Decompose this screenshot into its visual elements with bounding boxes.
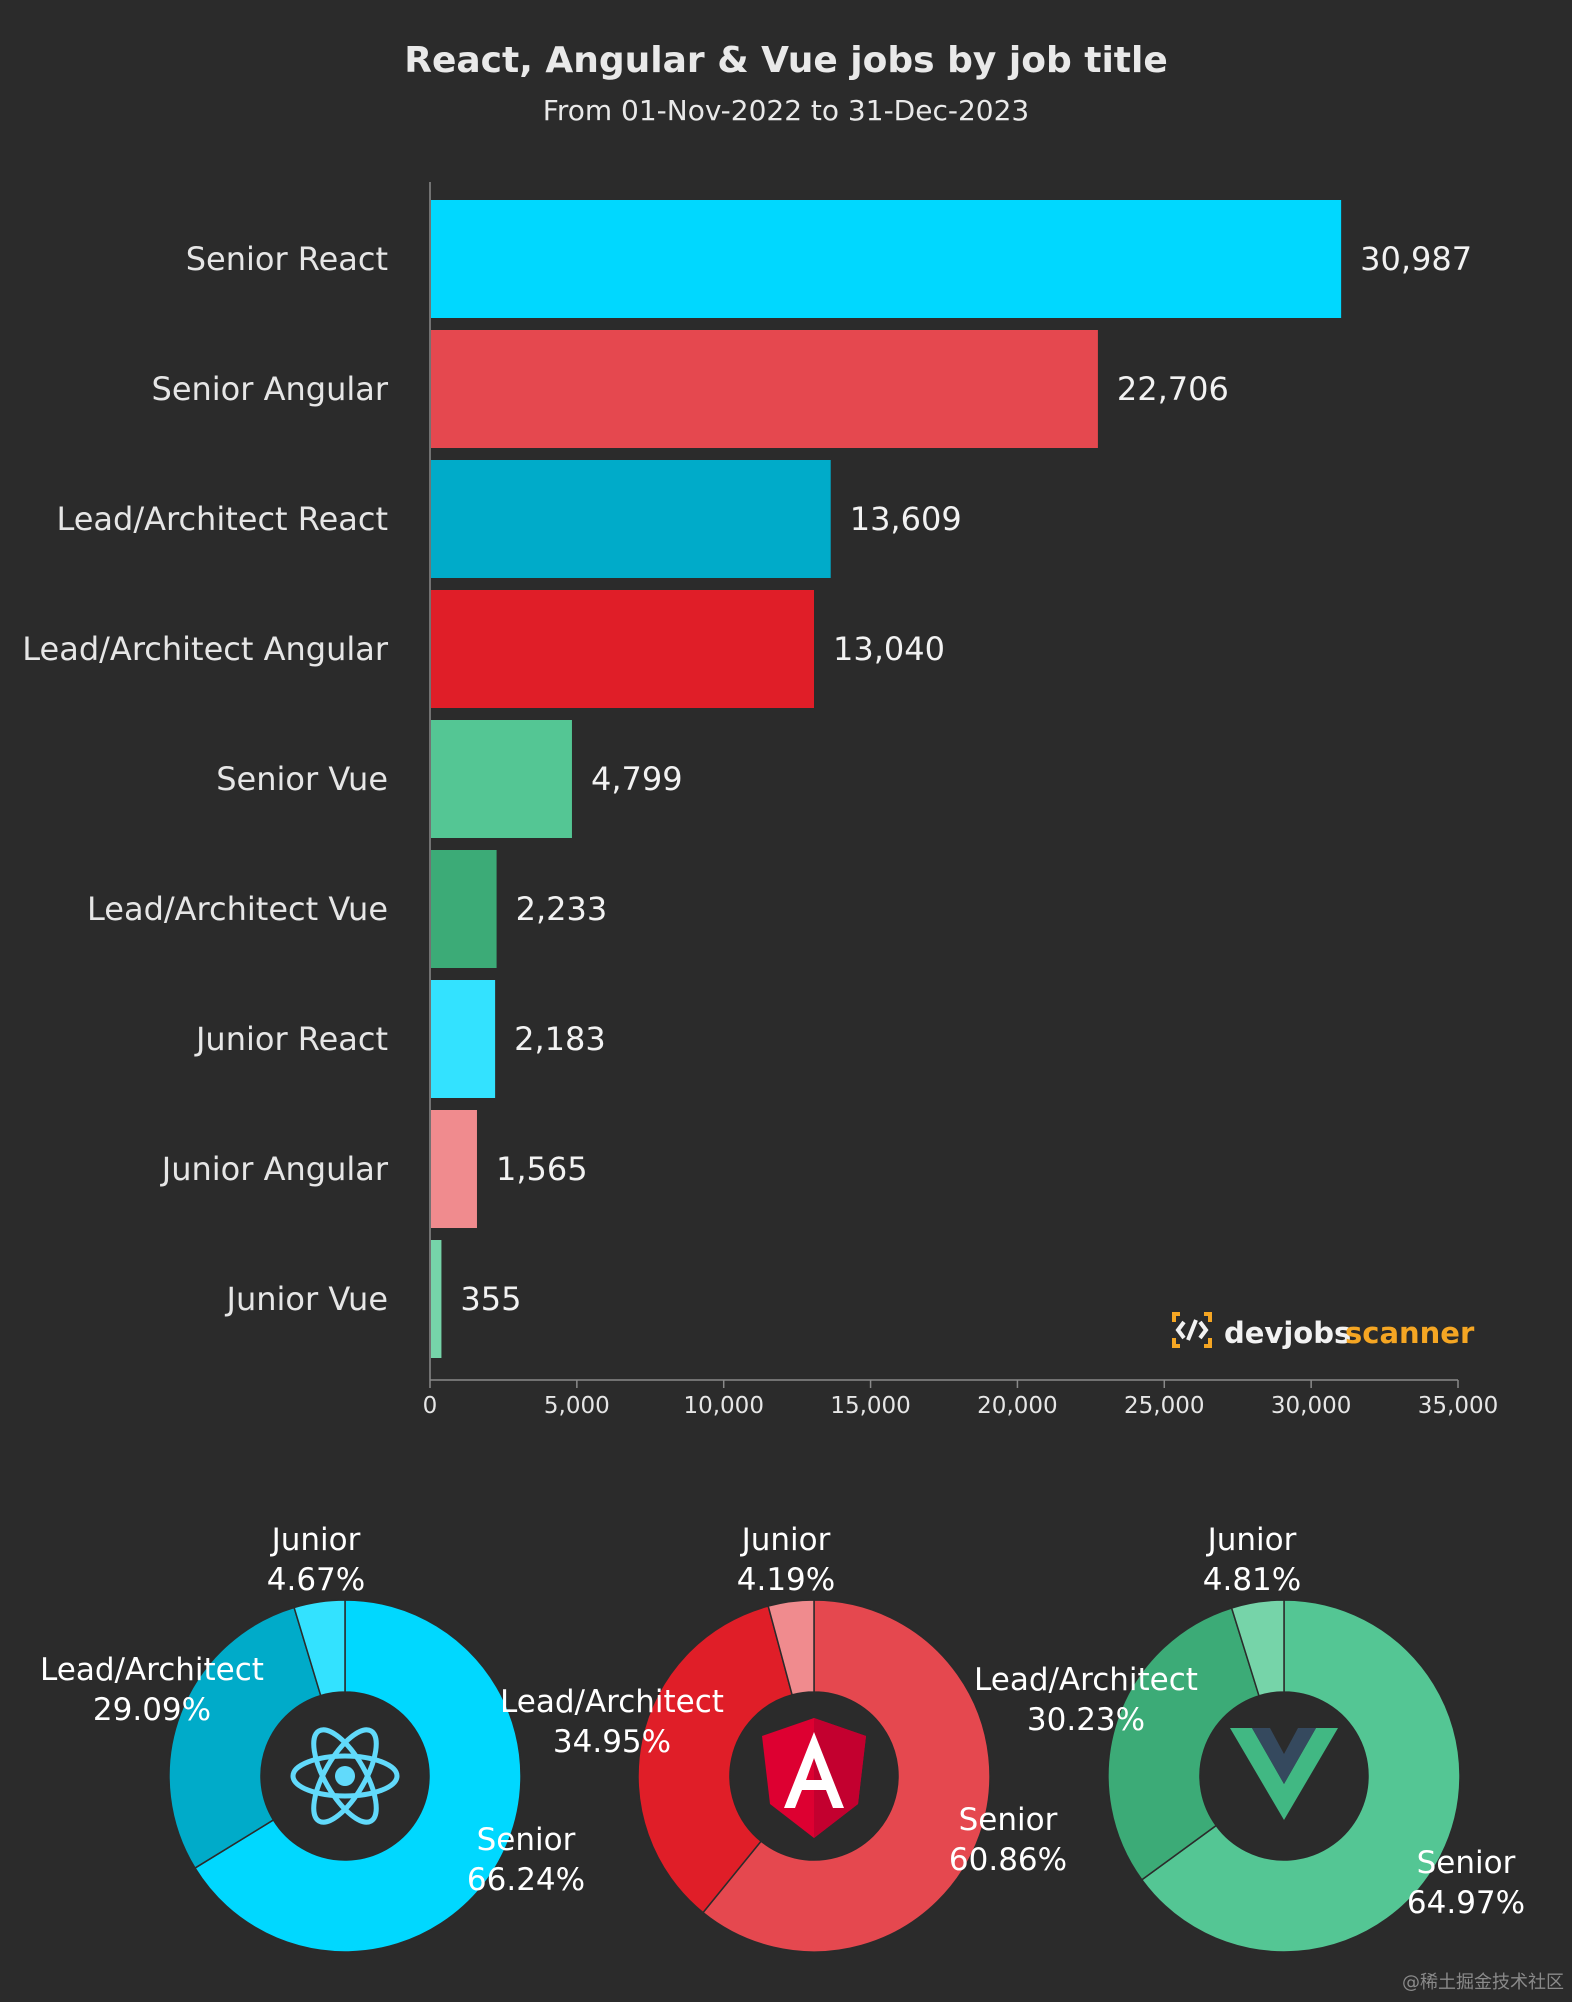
brand-name-part1: devjobs <box>1224 1316 1351 1350</box>
donut-chart: Senior 66.24% Lead/Architect 29.09% Junior 4.… <box>40 1522 585 1953</box>
slice-name-label: Senior <box>477 1822 576 1858</box>
bar-chart: Senior React 30,987 Senior Angular 22,706 Le… <box>22 182 1498 1419</box>
bar <box>431 720 572 838</box>
slice-name-label: Lead/Architect <box>40 1652 264 1688</box>
category-label: Lead/Architect Angular <box>22 630 389 668</box>
bar-value-label: 1,565 <box>496 1150 588 1188</box>
chart-subtitle: From 01-Nov-2022 to 31-Dec-2023 <box>542 94 1030 127</box>
slice-percent-label: 34.95% <box>553 1724 671 1760</box>
brand-logo: devjobs scanner <box>1172 1312 1475 1350</box>
slice-name-label: Junior <box>740 1522 831 1558</box>
angular-logo-icon <box>762 1718 866 1838</box>
bar <box>431 980 496 1098</box>
react-logo-icon <box>290 1727 400 1825</box>
category-label: Junior Vue <box>225 1280 388 1318</box>
slice-percent-label: 64.97% <box>1407 1885 1525 1921</box>
slice-name-label: Senior <box>1417 1845 1516 1881</box>
bar-value-label: 30,987 <box>1360 240 1472 278</box>
slice-name-label: Senior <box>959 1802 1058 1838</box>
category-label: Senior Vue <box>216 760 388 798</box>
vue-logo-icon <box>1230 1728 1338 1820</box>
bar-value-label: 2,233 <box>516 890 608 928</box>
x-tick-label: 35,000 <box>1418 1393 1498 1419</box>
slice-name-label: Junior <box>270 1522 361 1558</box>
category-label: Senior Angular <box>152 370 389 408</box>
pie-slice <box>637 1605 794 1914</box>
bar <box>431 200 1342 318</box>
category-label: Junior Angular <box>160 1150 389 1188</box>
bar-value-label: 355 <box>460 1280 521 1318</box>
x-tick-label: 0 <box>423 1393 438 1419</box>
bar-value-label: 13,040 <box>833 630 945 668</box>
devjobs-logo-icon <box>1172 1312 1212 1348</box>
bar <box>431 330 1098 448</box>
category-label: Lead/Architect Vue <box>87 890 388 928</box>
category-label: Junior React <box>194 1020 388 1058</box>
bar-value-label: 4,799 <box>591 760 683 798</box>
slice-percent-label: 4.81% <box>1203 1562 1301 1598</box>
slice-percent-label: 30.23% <box>1027 1702 1145 1738</box>
bar <box>431 460 831 578</box>
slice-name-label: Lead/Architect <box>974 1662 1198 1698</box>
bar-value-label: 13,609 <box>850 500 962 538</box>
slice-percent-label: 60.86% <box>949 1842 1067 1878</box>
x-tick-label: 5,000 <box>544 1393 610 1419</box>
chart-title: React, Angular & Vue jobs by job title <box>404 40 1168 81</box>
slice-name-label: Junior <box>1206 1522 1297 1558</box>
category-label: Senior React <box>186 240 388 278</box>
slice-percent-label: 4.67% <box>267 1562 365 1598</box>
bar <box>431 850 497 968</box>
bar-value-label: 2,183 <box>514 1020 606 1058</box>
bar <box>431 590 815 708</box>
x-tick-label: 15,000 <box>830 1393 910 1419</box>
x-tick-label: 30,000 <box>1271 1393 1351 1419</box>
donut-chart: Senior 60.86% Lead/Architect 34.95% Junior 4.… <box>500 1522 1067 1953</box>
x-tick-label: 25,000 <box>1124 1393 1204 1419</box>
donut-charts: Senior 66.24% Lead/Architect 29.09% Junior 4.… <box>40 1522 1525 1953</box>
bar <box>431 1240 442 1358</box>
slice-name-label: Lead/Architect <box>500 1684 724 1720</box>
x-tick-label: 20,000 <box>977 1393 1057 1419</box>
x-tick-label: 10,000 <box>683 1393 763 1419</box>
slice-percent-label: 66.24% <box>467 1862 585 1898</box>
category-label: Lead/Architect React <box>56 500 388 538</box>
bar-value-label: 22,706 <box>1117 370 1229 408</box>
slice-percent-label: 29.09% <box>93 1692 211 1728</box>
slice-percent-label: 4.19% <box>737 1562 835 1598</box>
watermark: @稀土掘金技术社区 <box>1402 1972 1564 1993</box>
bar <box>431 1110 477 1228</box>
brand-name-part2: scanner <box>1345 1316 1475 1350</box>
donut-chart: Senior 64.97% Lead/Architect 30.23% Junior 4.… <box>974 1522 1525 1953</box>
